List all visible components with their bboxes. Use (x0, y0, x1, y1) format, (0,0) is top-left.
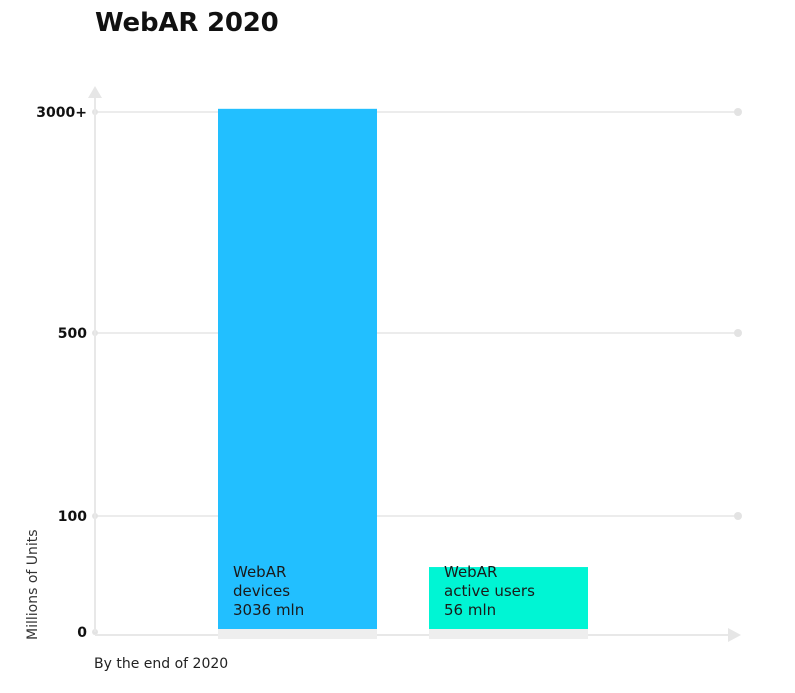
y-axis-title: Millions of Units (25, 529, 41, 640)
chart-title: WebAR 2020 (95, 8, 279, 38)
bar (218, 108, 377, 629)
grid-end-dot (734, 512, 742, 520)
bar-label-line: WebAR (444, 563, 497, 581)
x-axis-arrow (728, 628, 741, 642)
bar-label-line: devices (233, 582, 290, 600)
grid-end-dot (734, 108, 742, 116)
y-tick-label: 3000+ (36, 105, 87, 121)
bar-label: WebAR devices 3036 mln (233, 563, 304, 619)
bar (429, 567, 588, 629)
grid-lines (92, 108, 742, 635)
bar-label-line: active users (444, 582, 535, 600)
y-axis-arrow (88, 86, 102, 98)
bar-base (429, 629, 588, 639)
y-tick-label: 500 (58, 326, 87, 342)
bar-label: WebAR active users 56 mln (444, 563, 535, 619)
x-axis-label: By the end of 2020 (94, 656, 228, 672)
bar-label-line: 56 mln (444, 601, 496, 619)
y-tick-label: 0 (77, 625, 87, 641)
grid-end-dot (734, 329, 742, 337)
bar-base (218, 629, 377, 639)
axes (88, 86, 741, 642)
bar-label-line: 3036 mln (233, 601, 304, 619)
bar-label-line: WebAR (233, 563, 286, 581)
y-tick-labels: 0 100 500 3000+ (36, 105, 87, 641)
y-tick-label: 100 (58, 509, 87, 525)
